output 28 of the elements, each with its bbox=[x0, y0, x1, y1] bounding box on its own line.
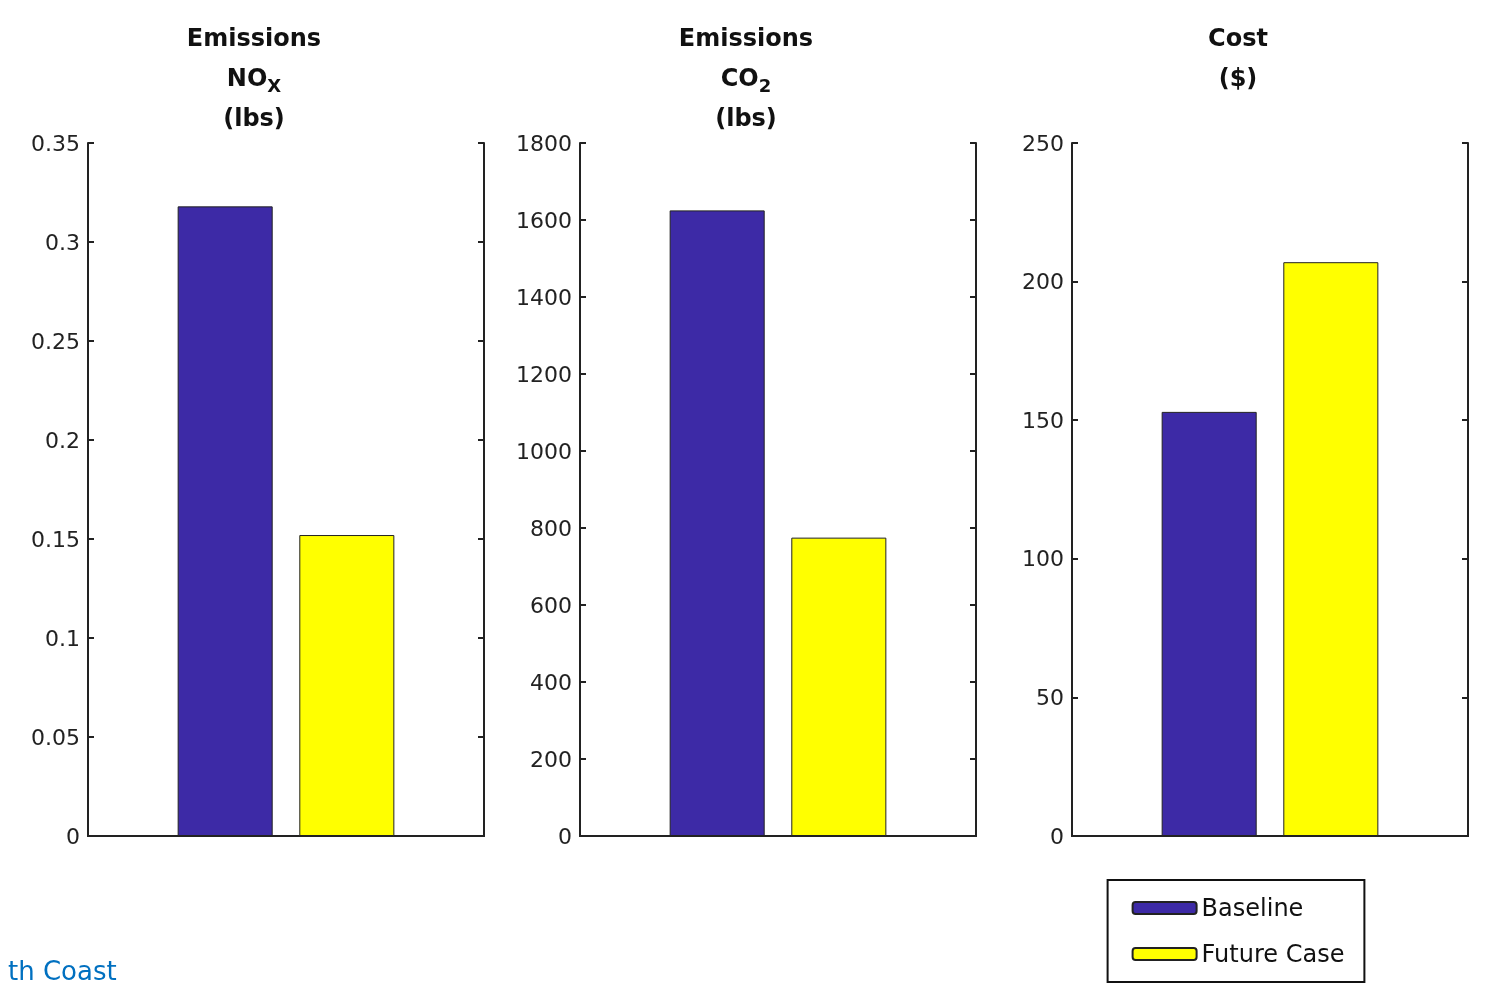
y-tick-label: 1600 bbox=[516, 207, 572, 233]
y-tick-label: 800 bbox=[530, 515, 572, 541]
legend-label: Future Case bbox=[1201, 940, 1345, 968]
y-tick-label: 0.3 bbox=[45, 229, 80, 255]
y-tick-label: 0.25 bbox=[31, 328, 80, 354]
y-tick-label: 200 bbox=[1022, 269, 1064, 295]
y-tick-label: 0.1 bbox=[45, 625, 80, 651]
y-tick-label: 0.05 bbox=[31, 724, 80, 750]
y-tick-label: 600 bbox=[530, 592, 572, 618]
legend-label: Baseline bbox=[1201, 894, 1304, 922]
y-tick-label: 1800 bbox=[516, 130, 572, 156]
y-tick-label: 50 bbox=[1036, 684, 1064, 710]
y-tick-label: 150 bbox=[1022, 407, 1064, 433]
y-tick-label: 0 bbox=[66, 823, 80, 849]
y-tick-label: 100 bbox=[1022, 546, 1064, 572]
y-tick-label: 1400 bbox=[516, 284, 572, 310]
y-tick-label: 400 bbox=[530, 669, 572, 695]
y-tick-label: 200 bbox=[530, 746, 572, 772]
y-tick-label: 0.15 bbox=[31, 526, 80, 552]
y-tick-label: 0.2 bbox=[45, 427, 80, 453]
y-tick-label: 0 bbox=[558, 823, 572, 849]
y-tick-label: 0.35 bbox=[31, 130, 80, 156]
chart-title: Cost ($) bbox=[1208, 24, 1268, 92]
y-tick-label: 1000 bbox=[516, 438, 572, 464]
y-tick-label: 0 bbox=[1050, 823, 1064, 849]
y-tick-label: 250 bbox=[1022, 130, 1064, 156]
y-tick-label: 1200 bbox=[516, 361, 572, 387]
text: th Coast bbox=[8, 956, 117, 986]
